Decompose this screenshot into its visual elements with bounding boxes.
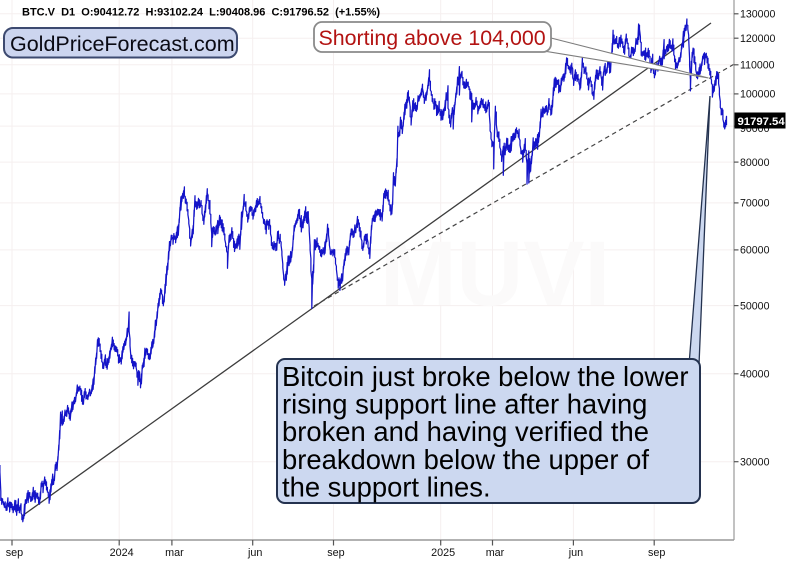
svg-text:GoldPriceForecast.com: GoldPriceForecast.com [10,32,235,56]
svg-text:Shorting above 104,000: Shorting above 104,000 [319,26,546,50]
svg-text:jun: jun [568,547,583,559]
svg-text:120000: 120000 [740,33,775,45]
svg-text:91797.54: 91797.54 [738,116,786,128]
svg-text:2025: 2025 [431,547,455,559]
svg-text:sep: sep [327,547,344,559]
svg-text:70000: 70000 [740,198,770,210]
svg-text:30000: 30000 [740,456,770,468]
svg-text:the support lines.: the support lines. [282,471,491,502]
svg-text:BTC.V D1 O:90412.72 H:93102: BTC.V D1 O:90412.72 H:93102.24 L:90408.9… [22,7,380,19]
svg-text:130000: 130000 [740,9,775,21]
svg-text:broken and having verified the: broken and having verified the [282,416,649,447]
svg-text:MUVI: MUVI [380,223,610,325]
svg-text:jun: jun [247,547,262,559]
svg-text:mar: mar [165,547,184,559]
svg-text:2024: 2024 [110,547,134,559]
svg-text:100000: 100000 [740,89,775,101]
svg-text:60000: 60000 [740,245,770,257]
svg-text:rising support line after havi: rising support line after having [282,389,647,420]
svg-text:mar: mar [486,547,505,559]
svg-text:80000: 80000 [740,157,770,169]
svg-text:sep: sep [6,547,23,559]
svg-text:Bitcoin just broke below the l: Bitcoin just broke below the lower [282,361,689,392]
svg-text:40000: 40000 [740,369,770,381]
svg-text:110000: 110000 [740,60,775,72]
svg-text:sep: sep [648,547,665,559]
svg-text:50000: 50000 [740,300,770,312]
svg-text:breakdown below the upper of: breakdown below the upper of [282,444,649,475]
